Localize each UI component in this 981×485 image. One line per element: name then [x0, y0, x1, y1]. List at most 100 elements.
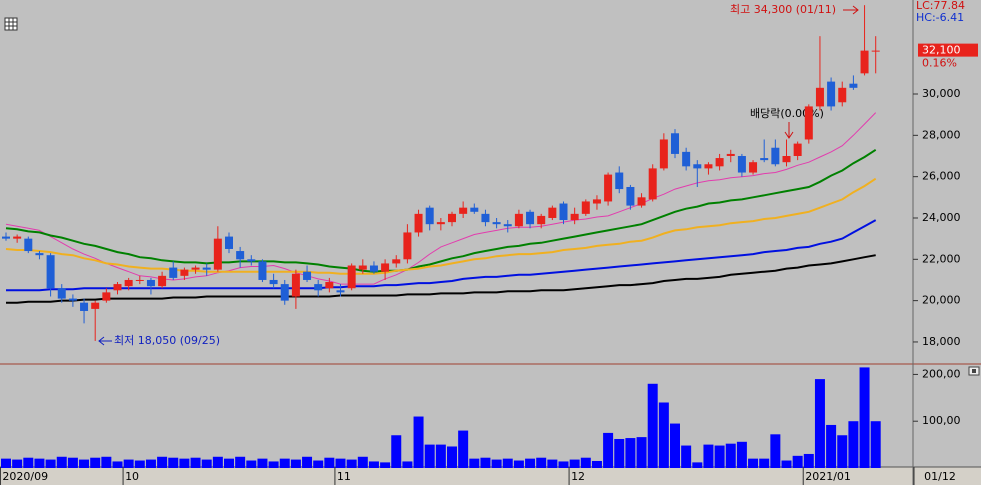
- x-tick-label: 12: [571, 470, 585, 483]
- candle-body: [581, 201, 590, 214]
- last-price-box: [918, 43, 978, 57]
- volume-bar: [1, 458, 11, 468]
- moving-average: [5, 177, 877, 275]
- candle-body: [68, 298, 77, 301]
- pane-icon[interactable]: [968, 366, 980, 376]
- candle-body: [258, 261, 267, 280]
- icon-dot[interactable]: [972, 369, 976, 373]
- volume-bar: [536, 457, 547, 468]
- candle-body: [827, 81, 836, 107]
- volume-bar: [491, 459, 502, 468]
- candle-body: [425, 207, 434, 225]
- volume-bar: [814, 379, 825, 468]
- volume-bar: [502, 458, 513, 468]
- volume-bar: [736, 441, 747, 468]
- candle-body: [604, 174, 613, 202]
- candle-body: [46, 255, 55, 289]
- volume-bar: [681, 445, 692, 468]
- candle-body: [35, 253, 44, 256]
- volume-bar: [725, 443, 736, 468]
- volume-bar: [235, 456, 246, 468]
- x-tick-label: 11: [337, 470, 351, 483]
- volume-bar: [324, 457, 335, 468]
- volume-bar: [759, 458, 770, 468]
- candle-body: [57, 288, 66, 299]
- volume-bar: [190, 457, 201, 468]
- volume-bar: [625, 438, 636, 468]
- candle-body: [570, 213, 579, 221]
- candle-body: [291, 273, 300, 297]
- candle-body: [414, 213, 423, 233]
- y-tick-label: 22,000: [922, 252, 961, 265]
- candle-body: [202, 267, 211, 270]
- candle-body: [303, 271, 312, 280]
- volume-bar: [391, 435, 402, 468]
- volume-bar: [647, 383, 658, 468]
- moving-average: [5, 112, 877, 285]
- low-annotation: 최저 18,050 (09/25): [114, 334, 220, 347]
- candle-body: [146, 279, 155, 287]
- candle-body: [514, 213, 523, 227]
- volume-bar: [346, 459, 357, 468]
- volume-bar: [469, 458, 480, 468]
- candle-body: [448, 213, 456, 223]
- menu-icon[interactable]: [4, 17, 18, 31]
- candle-body: [481, 213, 490, 223]
- lc-label: LC:77.84: [916, 0, 965, 12]
- volume-bar: [112, 461, 123, 468]
- candle-body: [659, 139, 668, 169]
- candle-body: [704, 164, 713, 169]
- volume-bar: [313, 460, 324, 468]
- candle-body: [737, 155, 746, 173]
- candle-body: [13, 236, 22, 239]
- icon-frame[interactable]: [4, 17, 18, 31]
- volume-bar: [34, 458, 45, 468]
- date-axis-strip: [0, 467, 981, 485]
- candle-body: [325, 282, 334, 289]
- icon-grid[interactable]: [5, 18, 17, 30]
- candle-body: [403, 232, 412, 260]
- volume-bar: [67, 457, 78, 468]
- candle-body: [726, 153, 735, 156]
- volume-bar: [368, 461, 379, 468]
- last-price-label: 32,100: [922, 44, 961, 57]
- candle-body: [91, 302, 100, 309]
- volume-bar: [179, 458, 190, 468]
- volume-bar: [23, 457, 34, 468]
- candle-body: [871, 50, 880, 52]
- volume-bar: [859, 367, 870, 468]
- volume-bar: [580, 457, 591, 468]
- candle-body: [470, 207, 479, 212]
- volume-bar: [145, 459, 156, 468]
- candle-body: [838, 87, 847, 103]
- candle-body: [213, 238, 222, 270]
- volume-bar: [513, 460, 524, 468]
- candle-body: [648, 168, 657, 200]
- candle-body: [280, 284, 289, 301]
- volume-bar: [870, 421, 881, 468]
- y-tick-label: 30,000: [922, 87, 961, 100]
- volume-bar: [826, 424, 837, 468]
- candle-body: [135, 279, 144, 281]
- volume-bar: [101, 456, 112, 468]
- candle-body: [369, 265, 378, 272]
- candle-body: [2, 236, 10, 239]
- candle-body: [124, 279, 133, 287]
- volume-bar: [591, 460, 602, 468]
- volume-bar: [257, 458, 268, 468]
- next-date-label: 01/12: [924, 470, 956, 483]
- volume-bar: [480, 457, 491, 468]
- candle-body: [782, 155, 791, 163]
- volume-bar: [212, 456, 223, 468]
- y-tick-label: 24,000: [922, 211, 961, 224]
- volume-bar: [335, 458, 346, 468]
- change-label: 0.16%: [922, 57, 957, 70]
- candle-body: [24, 238, 33, 252]
- volume-bar: [45, 459, 56, 468]
- moving-average: [6, 254, 876, 304]
- candle-body: [503, 224, 512, 227]
- candle-body: [815, 87, 824, 107]
- volume-bar: [279, 458, 290, 468]
